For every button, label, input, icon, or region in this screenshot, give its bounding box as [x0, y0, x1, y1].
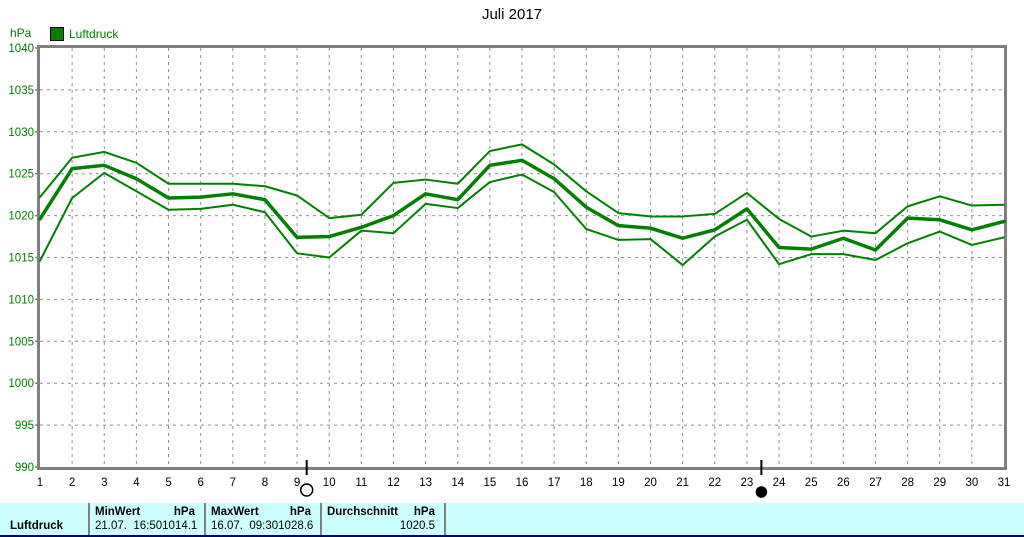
x-axis-label: 13	[419, 477, 432, 489]
minwert-header: MinWert	[95, 506, 141, 518]
page-title: Juli 2017	[481, 6, 543, 23]
legend: Luftdruck	[50, 27, 118, 41]
x-axis-label: 9	[294, 477, 300, 489]
x-axis-label: 4	[133, 477, 140, 489]
full-moon-icon	[299, 483, 314, 497]
plot-border	[37, 45, 1007, 470]
x-axis-label: 8	[262, 477, 268, 489]
x-axis-label: 19	[612, 477, 625, 489]
y-axis-unit-label: hPa	[10, 26, 32, 40]
x-axis-label: 12	[387, 477, 400, 489]
x-axis-label: 6	[197, 477, 203, 489]
y-axis-label: 1025	[8, 169, 34, 181]
table-divider	[320, 503, 322, 535]
x-axis-label: 29	[933, 477, 946, 489]
x-axis-label: 5	[165, 477, 171, 489]
x-axis-label: 3	[101, 477, 107, 489]
maxwert-column: MaxWert hPa 16.07. 09:30 1028.6	[206, 503, 320, 535]
x-axis-label: 2	[69, 477, 75, 489]
y-axis-label: 1005	[8, 336, 34, 348]
y-axis-label: 1015	[8, 253, 34, 265]
maxwert-value: 1028.6	[278, 520, 314, 532]
legend-label: Luftdruck	[69, 27, 119, 41]
durchschnitt-value: 1020.5	[399, 520, 435, 532]
x-axis-label: 16	[516, 477, 529, 489]
stats-table: Luftdruck MinWert hPa 21.07. 16:50 1014.…	[0, 503, 1024, 535]
y-axis-label: 1020	[8, 211, 34, 223]
x-axis-label: 10	[323, 477, 336, 489]
maxwert-datetime: 16.07. 09:30	[211, 520, 279, 532]
y-axis-label: 1010	[8, 294, 34, 306]
x-axis-label: 31	[998, 477, 1011, 489]
stats-row-label: Luftdruck	[10, 520, 64, 532]
x-axis-label: 24	[773, 477, 786, 489]
x-axis-label: 7	[230, 477, 236, 489]
maxwert-header: MaxWert	[211, 506, 259, 518]
table-divider	[444, 503, 446, 535]
x-axis-label: 17	[548, 477, 561, 489]
x-axis-label: 28	[901, 477, 914, 489]
minwert-datetime: 21.07. 16:50	[95, 520, 163, 532]
y-axis-label: 990	[15, 462, 34, 474]
series-luftdruck-daily-max	[39, 143, 1005, 238]
y-axis-label: 1000	[8, 378, 34, 390]
x-axis-label: 1	[37, 477, 43, 489]
minwert-column: MinWert hPa 21.07. 16:50 1014.1	[90, 503, 204, 535]
pressure-line-chart: 9909951000100510101015102010251030103510…	[8, 43, 1011, 498]
table-divider	[204, 503, 206, 535]
y-axis-label: 1040	[8, 43, 34, 55]
minwert-unit: hPa	[173, 506, 195, 518]
new-moon-icon	[755, 486, 768, 498]
x-axis-label: 22	[708, 477, 721, 489]
x-axis-label: 20	[644, 477, 657, 489]
x-axis-label: 30	[965, 477, 978, 489]
x-axis-label: 27	[869, 477, 882, 489]
x-axis-label: 23	[741, 477, 754, 489]
maxwert-unit: hPa	[289, 506, 311, 518]
x-axis-label: 21	[676, 477, 689, 489]
durchschnitt-unit: hPa	[413, 506, 435, 518]
x-axis-label: 26	[837, 477, 850, 489]
x-axis-label: 25	[805, 477, 818, 489]
y-axis-label: 1035	[8, 85, 34, 97]
minwert-value: 1014.1	[162, 520, 198, 532]
durchschnitt-header: Durchschnitt	[327, 506, 398, 518]
y-axis-label: 1030	[8, 127, 34, 139]
legend-swatch-icon	[50, 27, 64, 41]
table-divider	[88, 503, 90, 535]
x-axis-label: 11	[355, 477, 367, 489]
x-axis-label: 18	[580, 477, 593, 489]
series-luftdruck-daily-min	[39, 171, 1005, 267]
durchschnitt-column: Durchschnitt hPa 1020.5	[322, 503, 444, 535]
table-bottom-bar	[0, 535, 1024, 537]
series-luftdruck-daily-mean	[38, 158, 1006, 252]
y-axis-label: 995	[15, 420, 34, 432]
x-axis-label: 15	[483, 477, 496, 489]
x-axis-label: 14	[451, 477, 464, 489]
